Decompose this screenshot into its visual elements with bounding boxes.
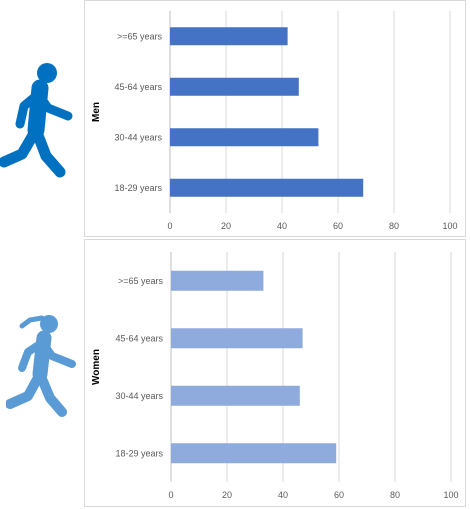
category-label: 45-64 years <box>114 82 162 92</box>
running-woman-icon <box>6 315 76 417</box>
category-label: >=65 years <box>118 276 164 286</box>
x-tick-label: 20 <box>221 221 231 231</box>
category-label: >=65 years <box>117 31 163 41</box>
x-tick-label: 20 <box>222 490 232 500</box>
women-bar-chart: >=65 years 45-64 years 30-44 years 18-29 ye… <box>91 252 459 500</box>
x-tick-label: 100 <box>443 490 458 500</box>
men-bar-chart: >=65 years 45-64 years 30-44 years 18-29 ye… <box>91 11 458 231</box>
x-tick-label: 60 <box>334 490 344 500</box>
women-chart-panel: >=65 years 45-64 years 30-44 years 18-29 ye… <box>84 239 466 507</box>
bar <box>170 27 288 46</box>
bar <box>170 128 319 147</box>
y-axis-label: Women <box>91 349 102 385</box>
x-tick-label: 0 <box>168 490 173 500</box>
category-label: 18-29 years <box>115 448 163 458</box>
bar <box>171 328 303 349</box>
running-man-icon <box>0 63 73 178</box>
men-chart-panel: >=65 years 45-64 years 30-44 years 18-29 ye… <box>84 0 466 237</box>
category-label: 18-29 years <box>114 183 162 193</box>
bar <box>171 385 300 406</box>
category-label: 30-44 years <box>114 132 162 142</box>
bar <box>171 270 264 291</box>
x-tick-label: 0 <box>167 221 172 231</box>
x-tick-label: 100 <box>442 221 457 231</box>
bar <box>171 443 337 464</box>
x-tick-label: 40 <box>278 490 288 500</box>
bar <box>170 77 299 96</box>
x-tick-label: 80 <box>389 221 399 231</box>
x-tick-label: 80 <box>390 490 400 500</box>
x-tick-label: 60 <box>333 221 343 231</box>
category-label: 45-64 years <box>115 333 163 343</box>
category-label: 30-44 years <box>115 391 163 401</box>
x-tick-label: 40 <box>277 221 287 231</box>
bar <box>170 178 364 197</box>
y-axis-label: Men <box>91 102 102 122</box>
